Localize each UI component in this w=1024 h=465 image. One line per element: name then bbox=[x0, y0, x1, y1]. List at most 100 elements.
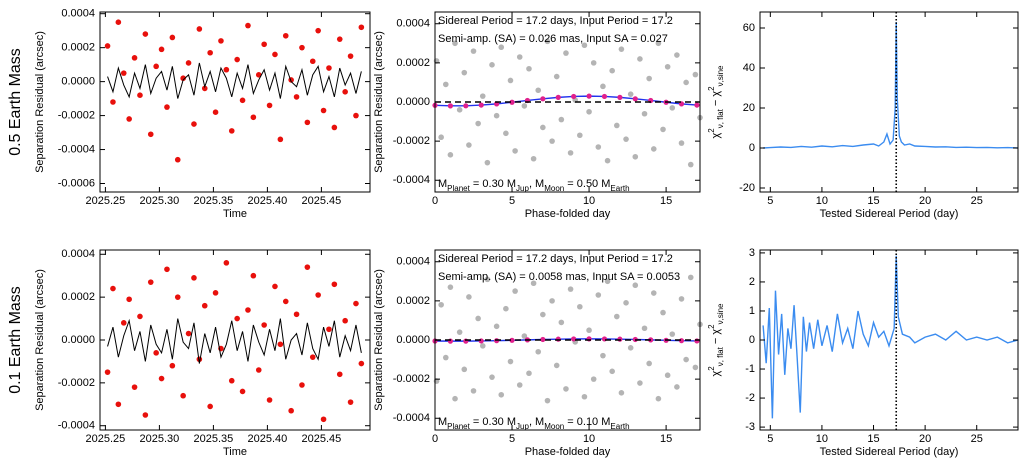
data-point bbox=[655, 40, 662, 47]
data-point bbox=[637, 56, 643, 62]
data-point bbox=[475, 120, 481, 127]
data-point bbox=[540, 96, 546, 102]
data-point bbox=[475, 315, 481, 322]
data-point bbox=[694, 338, 700, 344]
data-point bbox=[315, 292, 321, 298]
data-point bbox=[201, 302, 208, 309]
x-tick-label: 2025.40 bbox=[248, 433, 288, 445]
x-tick-label: 2025.30 bbox=[140, 195, 180, 207]
data-point bbox=[646, 360, 652, 367]
data-point bbox=[627, 91, 634, 97]
text-run: Moon bbox=[544, 422, 564, 431]
text-run: 2 bbox=[707, 86, 716, 91]
data-point bbox=[540, 311, 546, 318]
data-point bbox=[452, 395, 458, 402]
data-point bbox=[239, 97, 246, 104]
y-tick-label: 0.0000 bbox=[61, 334, 95, 346]
data-line bbox=[107, 318, 362, 364]
data-point bbox=[526, 65, 532, 72]
data-point bbox=[164, 104, 170, 110]
data-point bbox=[282, 32, 289, 39]
data-point bbox=[664, 63, 671, 70]
data-point bbox=[507, 358, 514, 365]
data-point bbox=[503, 305, 509, 312]
data-point bbox=[456, 107, 463, 113]
data-point bbox=[586, 327, 592, 334]
data-point bbox=[266, 397, 273, 403]
x-tick-label: 2025.25 bbox=[86, 195, 126, 207]
data-point bbox=[660, 309, 666, 316]
y-axis-title: Separation Residual (arcsec) bbox=[34, 269, 46, 411]
y-tick-label: -0.0002 bbox=[58, 377, 95, 389]
data-point bbox=[558, 319, 565, 326]
data-point bbox=[669, 105, 676, 111]
text-run: ν, flat bbox=[716, 346, 725, 366]
y-tick-label: -20 bbox=[739, 182, 755, 194]
data-point bbox=[604, 157, 611, 164]
data-point bbox=[530, 280, 537, 287]
data-point bbox=[169, 362, 176, 369]
data-point bbox=[516, 54, 523, 60]
data-point bbox=[489, 62, 495, 68]
data-point bbox=[660, 126, 666, 133]
data-point bbox=[479, 343, 486, 349]
y-tick-label: -0.0002 bbox=[393, 373, 430, 385]
data-point bbox=[577, 132, 583, 139]
row-label: 0.1 Earth Mass bbox=[7, 286, 24, 394]
data-point bbox=[277, 341, 284, 348]
data-point bbox=[261, 322, 267, 328]
data-point bbox=[623, 136, 629, 142]
text-run: Moon bbox=[544, 184, 564, 193]
text-run: χ bbox=[710, 133, 722, 139]
data-point bbox=[521, 333, 528, 339]
data-point bbox=[493, 112, 500, 119]
data-point bbox=[174, 294, 181, 300]
x-axis-title: Time bbox=[223, 446, 247, 458]
data-point bbox=[288, 407, 294, 414]
data-point bbox=[447, 284, 454, 290]
data-point bbox=[320, 416, 327, 423]
data-point bbox=[650, 290, 657, 296]
y-tick-label: 0.0000 bbox=[396, 96, 430, 108]
text-run: = 0.30 M bbox=[470, 416, 516, 428]
data-line bbox=[434, 95, 697, 107]
data-point bbox=[326, 326, 332, 333]
data-line bbox=[762, 255, 1019, 419]
data-point bbox=[461, 366, 468, 373]
y-tick-label: 0.0002 bbox=[396, 57, 430, 69]
x-axis-title: Tested Sidereal Period (day) bbox=[820, 208, 959, 220]
data-point bbox=[466, 142, 472, 148]
data-point bbox=[683, 79, 689, 86]
data-point bbox=[692, 364, 699, 371]
data-point bbox=[234, 56, 240, 63]
data-point bbox=[272, 51, 278, 58]
x-axis-title: Phase-folded day bbox=[525, 446, 611, 458]
y-tick-label: 0.0004 bbox=[61, 248, 95, 260]
data-point bbox=[347, 399, 354, 405]
data-point bbox=[586, 108, 592, 115]
x-tick-label: 5 bbox=[509, 195, 515, 207]
data-point bbox=[646, 75, 652, 82]
annotation: Semi-amp. (SA) = 0.026 mas, Input SA = 0… bbox=[438, 33, 668, 45]
data-point bbox=[304, 119, 311, 126]
y-tick-label: -0.0004 bbox=[393, 174, 430, 186]
data-point bbox=[169, 34, 176, 41]
data-point bbox=[331, 281, 338, 288]
text-run: M bbox=[438, 178, 447, 190]
data-point bbox=[555, 94, 561, 100]
text-run: Jup bbox=[516, 184, 529, 193]
data-point bbox=[507, 77, 514, 84]
x-axis-title: Tested Sidereal Period (day) bbox=[820, 446, 959, 458]
y-tick-label: -2 bbox=[745, 392, 755, 404]
data-point bbox=[692, 71, 699, 78]
data-point bbox=[212, 290, 219, 296]
data-point bbox=[185, 330, 192, 337]
y-tick-label: -0.0004 bbox=[393, 412, 430, 424]
data-point bbox=[320, 107, 327, 114]
data-point bbox=[627, 345, 634, 351]
data-point bbox=[347, 53, 354, 59]
data-point bbox=[509, 99, 515, 105]
data-point bbox=[595, 144, 602, 150]
data-point bbox=[234, 315, 240, 322]
data-point bbox=[600, 352, 606, 359]
